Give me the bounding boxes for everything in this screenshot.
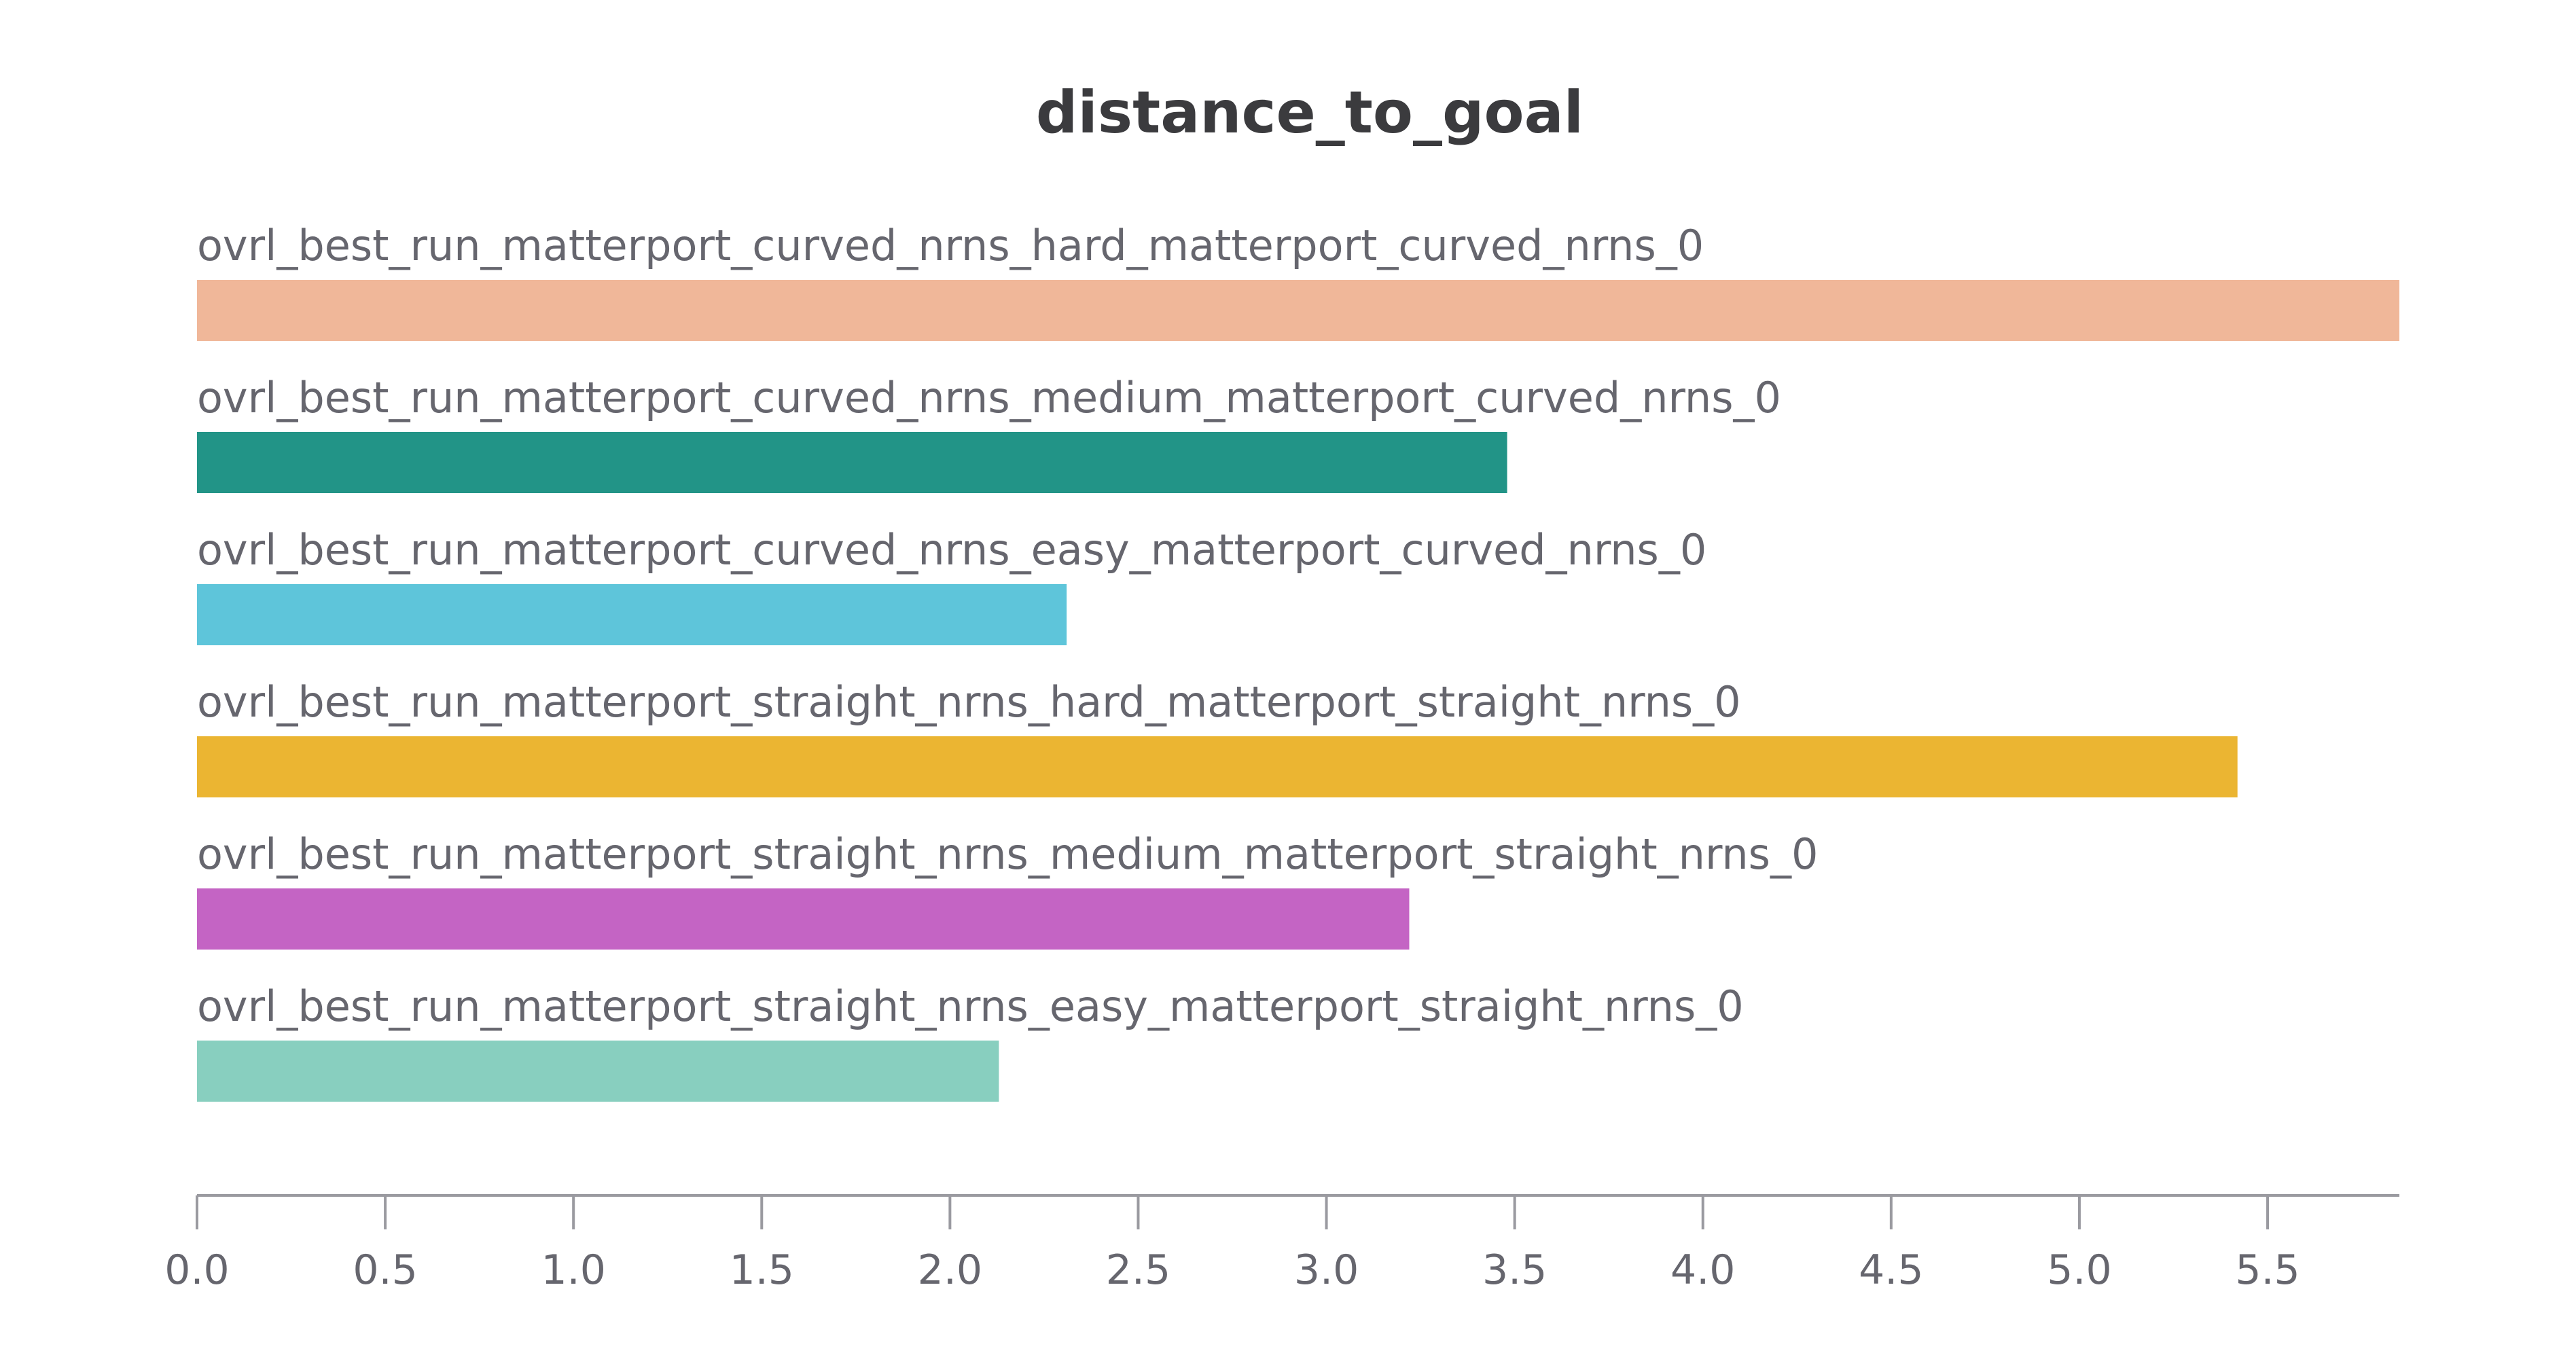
bar[interactable] [197, 584, 1067, 645]
x-tick-label: 1.0 [541, 1246, 605, 1294]
bars-group: ovrl_best_run_matterport_curved_nrns_har… [197, 221, 2399, 1102]
bar-label: ovrl_best_run_matterport_curved_nrns_eas… [197, 525, 1706, 575]
bar[interactable] [197, 432, 1507, 493]
bar[interactable] [197, 888, 1410, 950]
x-tick-label: 2.0 [918, 1246, 982, 1294]
chart-title: distance_to_goal [1036, 79, 1584, 147]
x-tick-label: 4.5 [1859, 1246, 1923, 1294]
bar[interactable] [197, 280, 2399, 341]
bar-label: ovrl_best_run_matterport_straight_nrns_m… [197, 829, 1818, 879]
x-tick-label: 2.5 [1106, 1246, 1170, 1294]
x-tick-label: 4.0 [1670, 1246, 1735, 1294]
bar-label: ovrl_best_run_matterport_straight_nrns_h… [197, 677, 1741, 727]
bar-label: ovrl_best_run_matterport_straight_nrns_e… [197, 981, 1744, 1031]
x-tick-label: 3.0 [1294, 1246, 1359, 1294]
bar-label: ovrl_best_run_matterport_curved_nrns_har… [197, 221, 1704, 270]
x-tick-label: 3.5 [1482, 1246, 1547, 1294]
x-axis: 0.0 0.5 1.0 1.5 2.0 2.5 3.0 3.5 4.0 4.5 5.0 5.5 [164, 1194, 2399, 1294]
bar-label: ovrl_best_run_matterport_curved_nrns_med… [197, 373, 1781, 422]
bar[interactable] [197, 736, 2238, 797]
x-tick-label: 0.0 [164, 1246, 229, 1294]
x-tick-label: 0.5 [353, 1246, 417, 1294]
bar[interactable] [197, 1041, 999, 1102]
x-tick-label: 5.5 [2235, 1246, 2300, 1294]
x-tick-label: 1.5 [730, 1246, 794, 1294]
x-tick-label: 5.0 [2047, 1246, 2111, 1294]
